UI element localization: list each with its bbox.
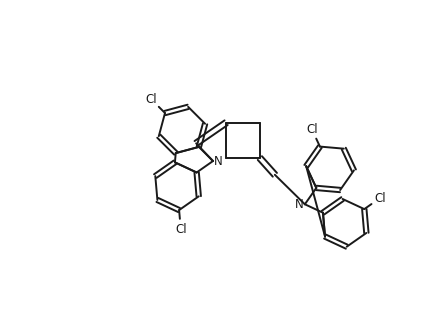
Text: Cl: Cl	[374, 192, 386, 205]
Text: Cl: Cl	[175, 223, 187, 236]
Text: N: N	[213, 154, 222, 167]
Text: Cl: Cl	[146, 93, 157, 106]
Text: Cl: Cl	[306, 123, 318, 136]
Text: N: N	[295, 198, 304, 211]
